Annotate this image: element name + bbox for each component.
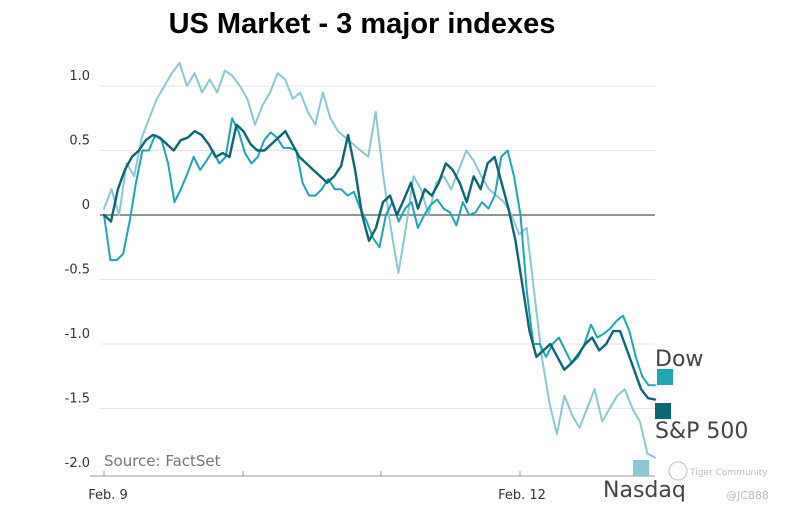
watermark: Tiger Community @JC888 — [668, 461, 769, 502]
watermark-handle: @JC888 — [726, 489, 769, 502]
source-note: Source: FactSet — [104, 452, 221, 470]
legend-label-dow: Dow — [655, 347, 703, 372]
y-tick-label: -0.5 — [65, 263, 90, 278]
series-lines — [102, 61, 657, 459]
legend-swatch-nasdaq — [633, 460, 649, 476]
series-line-dow — [103, 117, 656, 387]
legend-swatch-sp500 — [655, 403, 671, 419]
x-axis: Feb. 9 Feb. 12 — [88, 471, 655, 503]
watermark-brand: Tiger Community — [689, 468, 768, 478]
legend-label-sp500: S&P 500 — [655, 419, 748, 444]
legend-label-nasdaq: Nasdaq — [603, 478, 686, 503]
y-tick-label: 0 — [82, 198, 90, 213]
legend: Dow S&P 500 Nasdaq — [603, 347, 748, 503]
y-tick-label: -1.5 — [65, 392, 90, 407]
series-line-nasdaq — [103, 61, 656, 459]
y-axis-tick-labels: 1.0 0.5 0 -0.5 -1.0 -1.5 -2.0 — [65, 69, 90, 471]
y-tick-label: -1.0 — [65, 327, 90, 342]
legend-swatch-dow — [657, 369, 673, 385]
tiger-logo-icon — [668, 461, 688, 481]
y-tick-label: 0.5 — [69, 134, 90, 149]
y-tick-label: -2.0 — [65, 456, 90, 471]
chart-title: US Market - 3 major indexes — [168, 8, 556, 40]
x-tick-label: Feb. 12 — [498, 488, 546, 503]
series-line-sp500 — [102, 123, 657, 401]
x-tick-label: Feb. 9 — [88, 488, 128, 503]
y-tick-label: 1.0 — [69, 69, 90, 84]
